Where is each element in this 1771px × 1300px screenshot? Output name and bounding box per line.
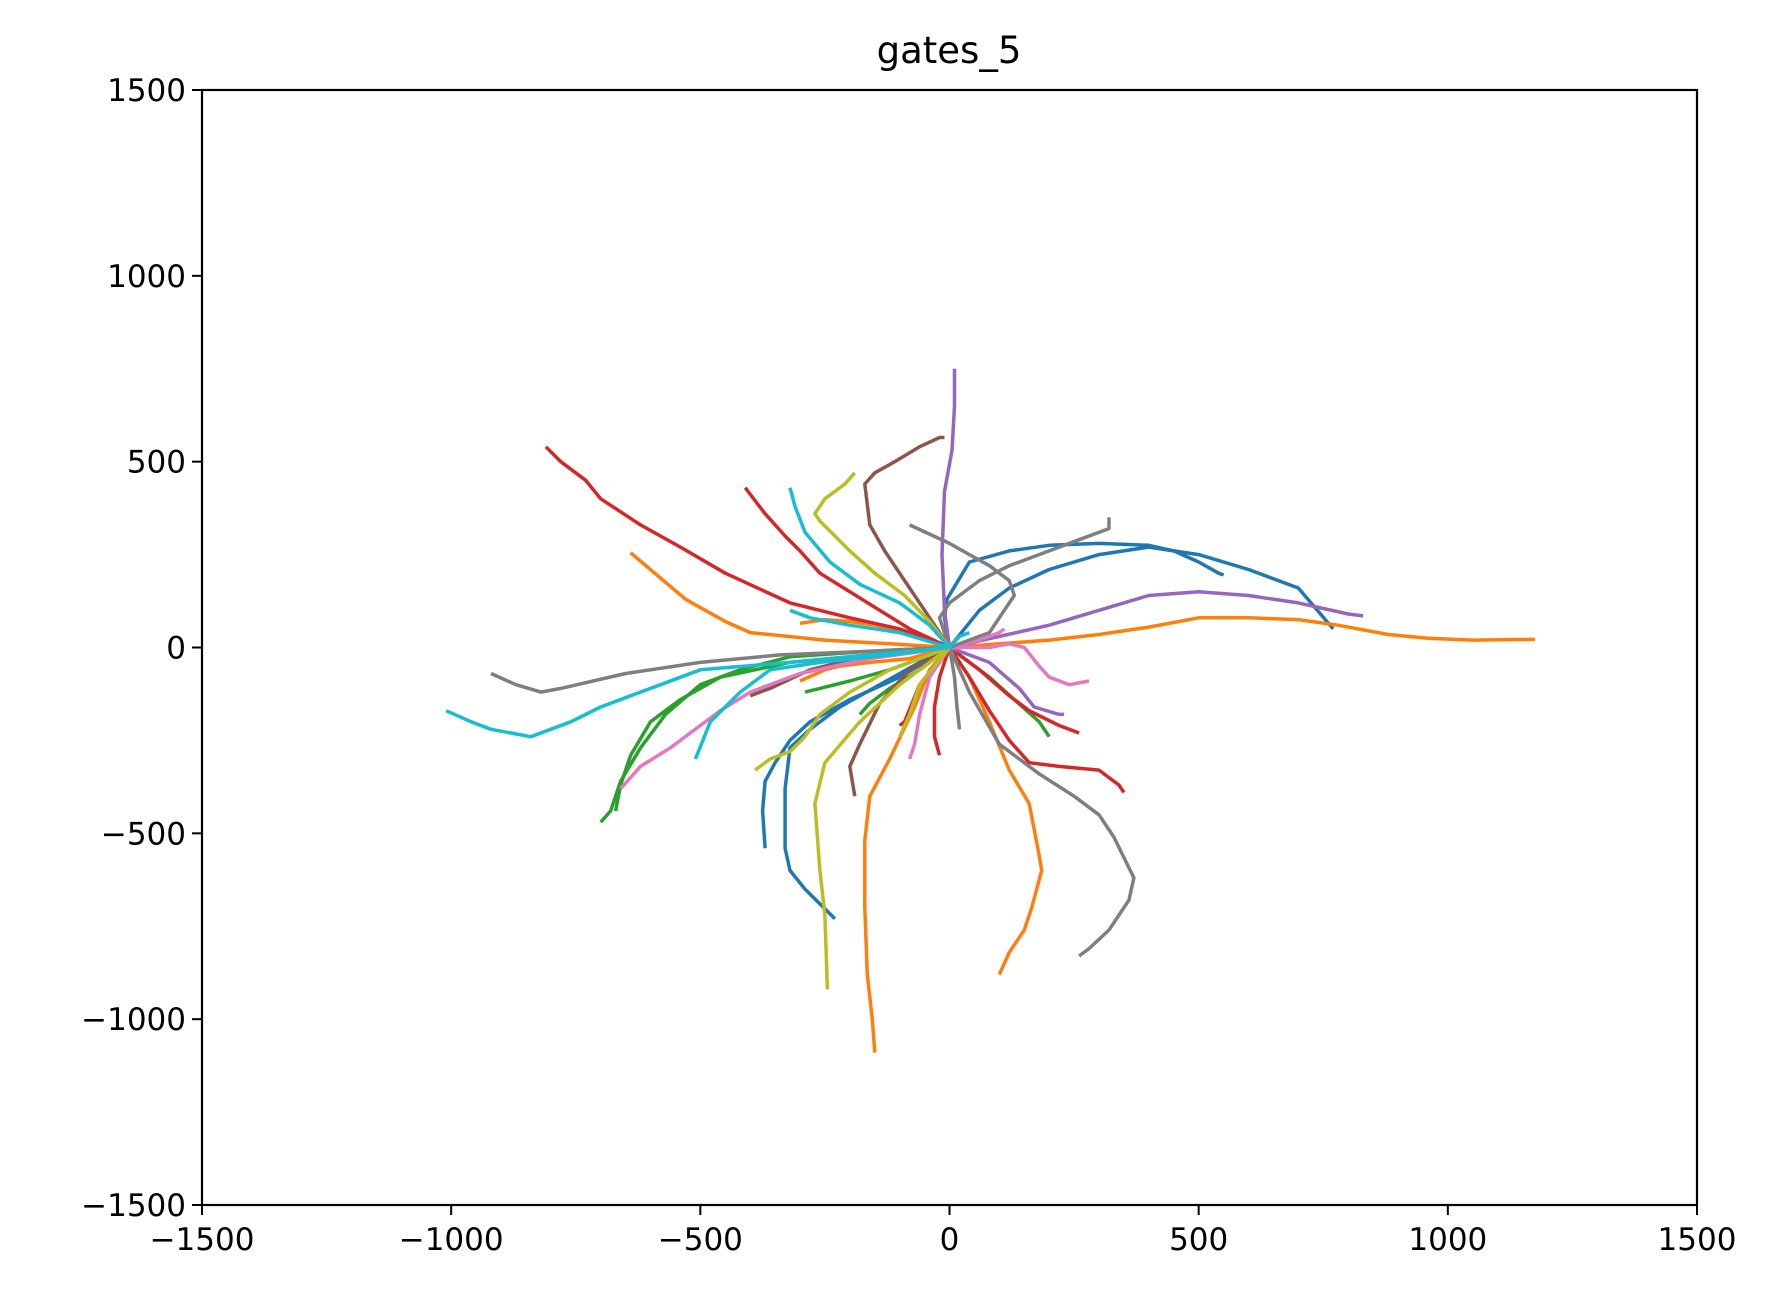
series-line-8	[948, 646, 1044, 976]
x-tick-label: 500	[1169, 1222, 1228, 1258]
series-line-2	[942, 541, 1225, 648]
series-line-25	[863, 435, 951, 649]
series-line-29	[949, 642, 1090, 687]
series-line-33	[908, 523, 1017, 650]
x-tick-label: −1500	[150, 1222, 255, 1258]
series-line-32	[490, 645, 950, 694]
series-line-26	[848, 645, 951, 797]
series-line-39	[813, 471, 951, 649]
series-line-42	[693, 645, 950, 760]
y-tick-label: −1500	[81, 1188, 186, 1224]
series-line-16	[544, 445, 951, 650]
series-line-45	[948, 630, 971, 649]
series-line-36	[947, 647, 962, 730]
series-layer	[445, 368, 1536, 1053]
series-line-20	[932, 646, 952, 756]
y-tick-label: −500	[101, 816, 186, 852]
series-line-17	[743, 486, 951, 650]
y-tick-label: 500	[127, 445, 186, 481]
series-line-23	[949, 590, 1364, 650]
y-tick-label: −1000	[81, 1002, 186, 1038]
series-line-41	[445, 645, 950, 739]
series-line-7	[863, 646, 951, 1053]
y-tick-label: 1500	[107, 73, 186, 109]
x-tick-label: 1500	[1658, 1222, 1737, 1258]
series-line-37	[754, 645, 951, 772]
series-line-6	[629, 551, 950, 650]
chart-title: gates_5	[877, 29, 1022, 72]
x-tick-label: −500	[658, 1222, 743, 1258]
series-line-5	[949, 616, 1536, 650]
x-tick-label: 0	[940, 1222, 960, 1258]
series-line-4	[783, 645, 951, 921]
series-line-18	[948, 646, 1080, 735]
series-line-1	[948, 545, 1335, 649]
series-line-31	[907, 646, 951, 760]
series-line-19	[948, 646, 1126, 794]
series-line-43	[788, 487, 951, 649]
series-line-9	[799, 645, 950, 683]
series-line-30	[949, 627, 1006, 650]
y-axis: −1500 −1000 −500 0 500 1000 1500	[81, 73, 202, 1224]
series-line-38	[813, 646, 951, 990]
series-line-44	[789, 608, 951, 650]
x-tick-label: 1000	[1408, 1222, 1487, 1258]
y-tick-label: 1000	[107, 259, 186, 295]
series-line-40	[898, 646, 951, 738]
series-line-24	[948, 645, 1065, 717]
x-tick-label: −1000	[399, 1222, 504, 1258]
x-axis: −1500 −1000 −500 0 500 1000 1500	[150, 1205, 1737, 1258]
series-line-35	[947, 646, 1136, 958]
y-tick-label: 0	[166, 631, 186, 667]
series-line-34	[937, 517, 1111, 649]
